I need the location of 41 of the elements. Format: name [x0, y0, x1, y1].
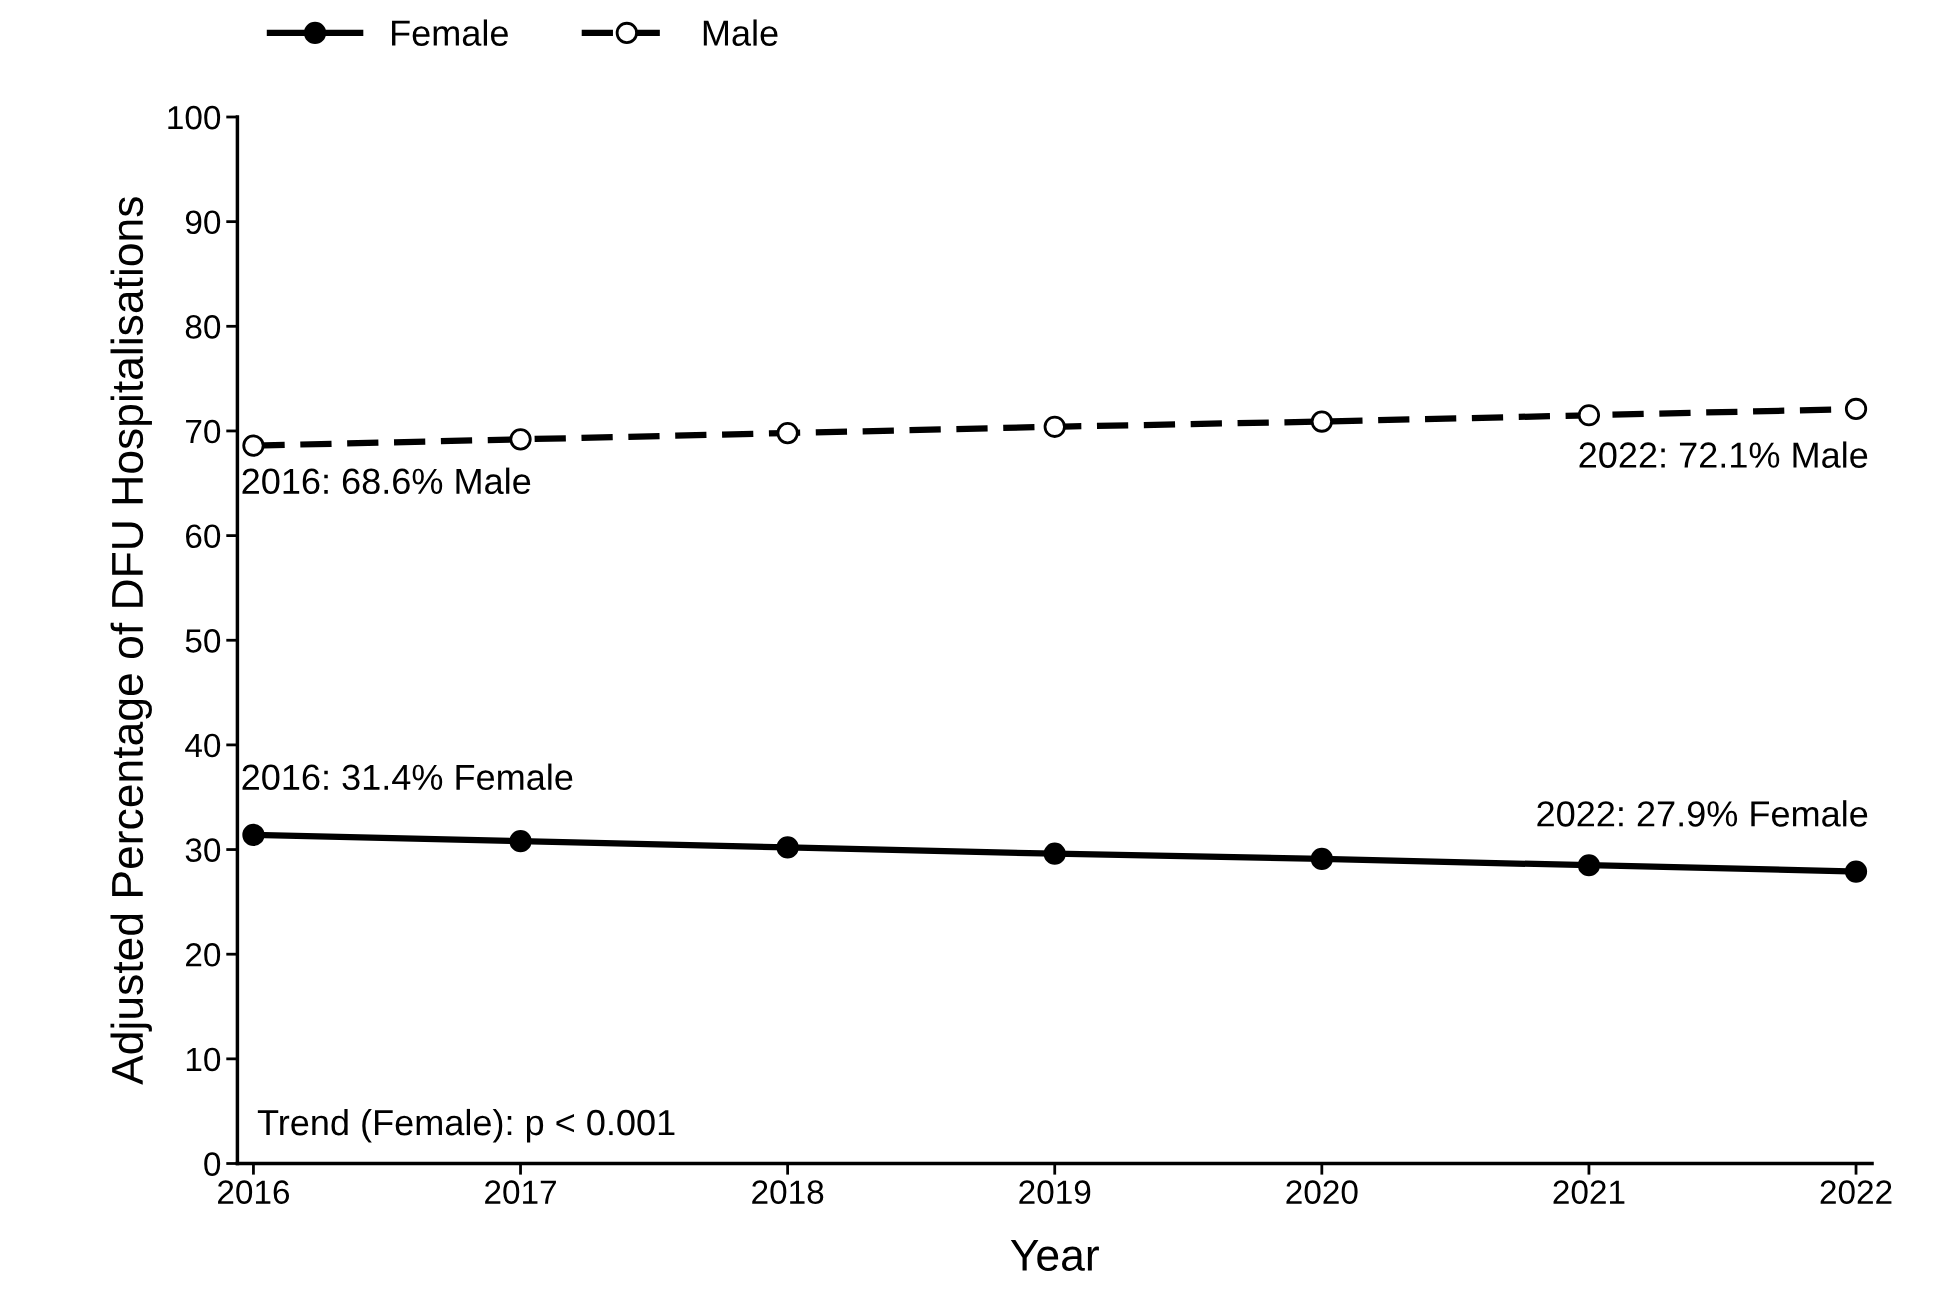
x-tick-label: 2017 [485, 1180, 556, 1204]
y-tick-label: 70 [186, 419, 221, 444]
y-tick-label: 50 [185, 629, 221, 653]
y-tick-label: 100 [168, 105, 221, 130]
x-tick-label: 2016 [218, 1180, 290, 1204]
point [1310, 847, 1333, 871]
annotation: 2016: 31.4% Female [242, 763, 573, 791]
x-tick-label: 2019 [1019, 1180, 1091, 1204]
annotation: 2022: 27.9% Female [1537, 800, 1868, 827]
x-tick-label: 2021 [1553, 1180, 1625, 1204]
point [1310, 410, 1333, 433]
point [509, 830, 532, 853]
point [776, 836, 799, 859]
point [1844, 397, 1868, 421]
point [1577, 854, 1601, 877]
y-axis-title: Adjusted Percentage of DFU Hospitalisations [110, 197, 152, 1085]
y-tick-label: 40 [185, 733, 221, 758]
annotation: 2022: 72.1% Male [1579, 441, 1868, 468]
y-tick-label: 60 [186, 524, 221, 549]
y-tick-label: 10 [186, 1047, 221, 1072]
annotation: Trend (Female): p < 0.001 [257, 1108, 675, 1143]
point [1577, 404, 1601, 427]
point [509, 428, 532, 451]
y-tick-label: 90 [185, 210, 221, 235]
y-tick-label: 30 [185, 838, 221, 862]
x-tick-label: 2022 [1820, 1180, 1892, 1204]
x-axis-title: Year [1010, 1239, 1099, 1271]
x-tick-label: 2018 [752, 1180, 824, 1204]
point [776, 421, 799, 445]
point [242, 823, 265, 847]
x-tick-label: 2020 [1286, 1180, 1358, 1204]
legend-label: Male [703, 19, 778, 46]
point [242, 434, 265, 457]
annotation: 2016: 68.6% Male [242, 467, 531, 495]
point [1043, 415, 1066, 438]
y-tick-label: 20 [186, 943, 221, 967]
y-tick-label: 0 [204, 1152, 221, 1176]
point [1043, 842, 1066, 865]
y-tick-label: 80 [185, 315, 221, 339]
legend-label: Female [392, 19, 508, 46]
point [1844, 860, 1868, 883]
